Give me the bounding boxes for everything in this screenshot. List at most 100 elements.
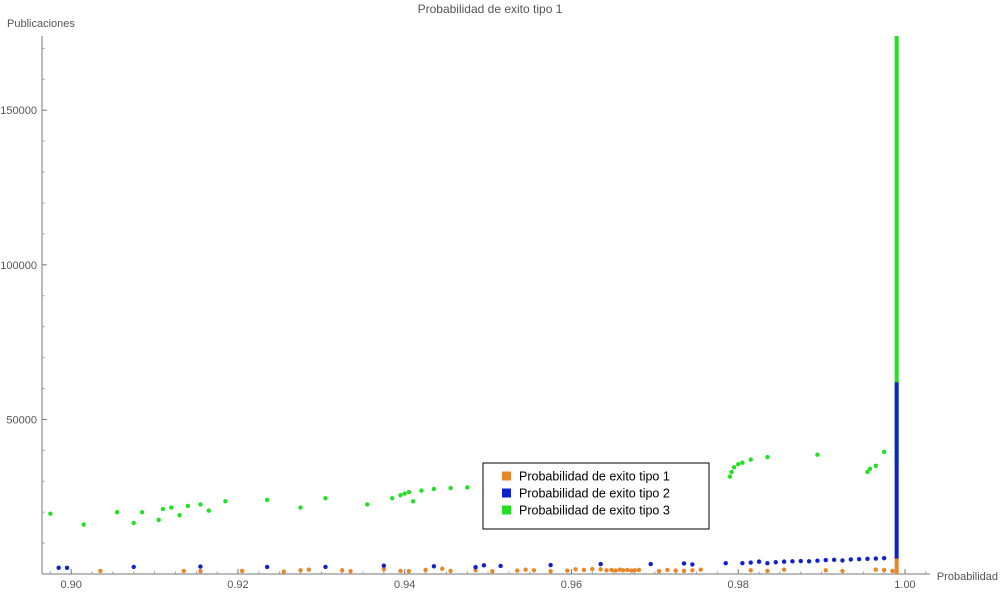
data-point: [620, 568, 626, 573]
data-point: [681, 568, 687, 574]
data-point: [865, 469, 870, 475]
data-point: [823, 568, 828, 573]
data-point: [665, 567, 670, 573]
data-point: [281, 569, 287, 574]
legend-frame: [482, 462, 710, 530]
data-point: [736, 462, 741, 467]
data-point: [306, 567, 312, 572]
y-axis-label: Publicaciones: [7, 18, 75, 30]
data-point: [389, 496, 395, 501]
data-point: [748, 560, 753, 565]
data-point: [573, 567, 578, 572]
data-point: [881, 449, 887, 455]
data-point: [473, 564, 478, 570]
data-point: [581, 567, 587, 573]
data-point: [323, 564, 328, 570]
series-2: [56, 556, 887, 571]
data-point: [565, 568, 570, 573]
data-point: [865, 556, 870, 562]
data-point: [867, 466, 873, 472]
data-point: [156, 517, 161, 523]
legend-entry-label: Probabilidad de exito tipo 1: [519, 470, 670, 484]
data-point: [406, 489, 412, 495]
data-point: [598, 561, 603, 567]
data-point: [604, 568, 609, 573]
x-tick-label: 0.90: [60, 579, 81, 591]
data-point: [765, 568, 770, 574]
data-point: [613, 568, 618, 573]
data-point: [406, 569, 412, 574]
data-point: [264, 564, 270, 570]
data-point: [815, 452, 820, 457]
data-point: [740, 460, 745, 465]
data-point: [765, 560, 770, 566]
data-point: [114, 509, 120, 515]
legend: Probabilidad de exito tipo 1 Probabilidad…: [482, 462, 710, 530]
x-tick-label: 0.96: [561, 579, 582, 591]
data-point: [765, 454, 770, 460]
data-point: [781, 559, 787, 564]
data-point: [729, 469, 734, 475]
data-point: [790, 559, 795, 564]
data-point: [448, 485, 453, 491]
x-axis-label: Probabilidad: [937, 571, 998, 583]
data-point: [629, 568, 634, 573]
data-point: [723, 560, 728, 566]
data-point: [617, 567, 623, 572]
chart-title: Probabilidad de exito tipo 1: [418, 2, 563, 16]
data-point: [448, 568, 453, 574]
x-tick-label: 0.98: [728, 579, 749, 591]
data-point: [773, 560, 778, 565]
data-point: [465, 485, 470, 490]
data-point: [473, 568, 478, 573]
data-point: [548, 562, 553, 568]
data-point: [523, 567, 528, 572]
data-point: [177, 513, 182, 518]
data-point: [515, 568, 520, 573]
data-point: [840, 568, 845, 574]
data-point: [298, 568, 303, 573]
data-point: [423, 567, 428, 573]
data-point: [873, 463, 879, 468]
series-3: [48, 449, 887, 527]
data-point: [625, 567, 630, 573]
data-point: [598, 567, 603, 572]
data-point: [198, 569, 203, 574]
data-point: [239, 568, 245, 574]
dense-point-band: [894, 558, 899, 574]
data-point: [881, 556, 887, 561]
x-tick-label: 1.00: [894, 579, 915, 591]
data-point: [873, 567, 879, 572]
data-point: [98, 568, 103, 574]
data-point: [410, 499, 416, 504]
data-point: [398, 568, 403, 574]
data-point: [131, 564, 136, 570]
data-point: [656, 569, 662, 574]
data-point: [740, 560, 745, 566]
data-point: [756, 559, 762, 564]
data-point: [198, 502, 203, 507]
data-point: [431, 564, 437, 569]
axis-ticks: 0.90 0.92 0.94 0.96 0.98 1.00 50000 100000 15000…: [0, 47, 927, 591]
data-point: [609, 567, 614, 573]
series-1: [98, 556, 899, 574]
data-point: [481, 563, 487, 568]
data-point: [323, 496, 328, 501]
data-point: [690, 568, 695, 573]
data-point: [731, 465, 737, 470]
data-point: [831, 557, 837, 562]
legend-entry-label: Probabilidad de exito tipo 3: [519, 504, 670, 518]
data-point: [169, 505, 174, 510]
data-point: [681, 561, 687, 566]
data-point: [348, 569, 353, 574]
data-point: [806, 559, 812, 564]
data-point: [339, 568, 345, 573]
data-point: [402, 491, 407, 496]
legend-swatch: [502, 488, 511, 498]
data-point: [198, 564, 203, 569]
data-point: [648, 561, 653, 567]
data-point: [223, 499, 228, 504]
legend-entry-label: Probabilidad de exito tipo 2: [519, 487, 670, 501]
data-point: [636, 567, 642, 573]
